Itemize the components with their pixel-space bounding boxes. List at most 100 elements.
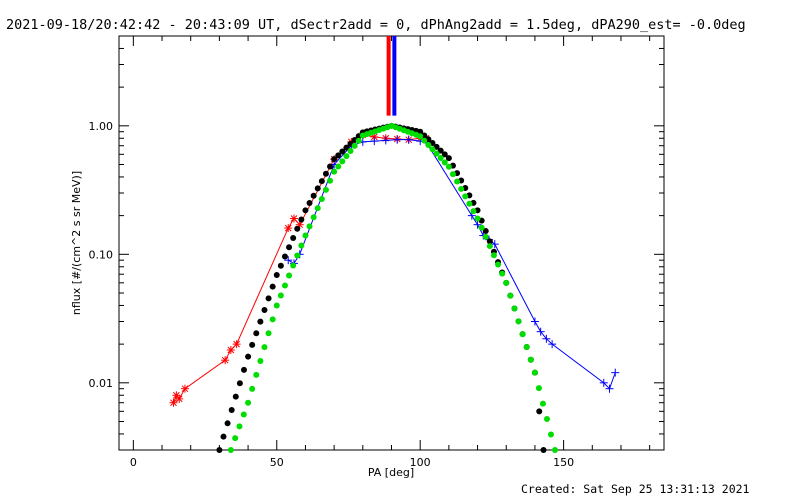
red-data-point: [284, 224, 293, 233]
black-curve-point: [228, 406, 235, 413]
red-data-point: [226, 346, 235, 355]
green-curve-point: [327, 177, 334, 184]
green-curve-point: [499, 270, 506, 277]
green-curve-point: [236, 423, 243, 430]
green-curve-point: [495, 261, 502, 268]
x-tick-label: 150: [553, 456, 574, 469]
black-curve-point: [265, 295, 272, 302]
green-curve-point: [318, 196, 325, 203]
black-curve-point: [269, 283, 276, 290]
black-curve-point: [331, 156, 338, 163]
green-curve-point: [290, 262, 297, 269]
y-tick-label: 0.01: [89, 377, 114, 390]
blue-data-point: [548, 340, 557, 349]
green-curve-point: [269, 316, 276, 323]
black-curve-point: [310, 192, 317, 199]
green-curve-point: [339, 158, 346, 165]
red-data-point: [232, 340, 241, 349]
green-curve-point: [429, 146, 436, 153]
green-curve-point: [503, 279, 510, 286]
green-curve-point: [482, 233, 489, 240]
black-curve-point: [216, 447, 223, 453]
marker-stroke: [370, 133, 378, 141]
green-curve-point: [314, 205, 321, 212]
green-curve-point: [523, 343, 530, 350]
green-curve-point: [511, 305, 518, 312]
green-curve-point: [441, 159, 448, 166]
marker-stroke: [284, 224, 292, 232]
data-layer: [169, 36, 620, 453]
black-curve-point: [302, 207, 309, 214]
green-curve-point: [302, 232, 309, 239]
marker-stroke: [290, 215, 298, 222]
red-data-point: [180, 384, 189, 393]
green-curve-point: [515, 318, 522, 325]
black-curve-point: [236, 380, 243, 387]
green-curve-point: [249, 385, 256, 392]
black-curve-point: [281, 253, 288, 260]
black-curve-point: [240, 366, 247, 373]
red-data-point: [169, 398, 178, 407]
created-timestamp: Created: Sat Sep 25 13:31:13 2021: [521, 482, 750, 496]
x-axis-label: PA [deg]: [368, 466, 414, 479]
black-curve-point: [277, 262, 284, 269]
blue-data-point: [381, 136, 390, 145]
green-curve-point: [227, 447, 234, 453]
green-curve-point: [449, 171, 456, 178]
x-tick-label: 0: [130, 456, 137, 469]
green-curve-point: [331, 168, 338, 175]
green-curve-point: [298, 242, 305, 249]
black-curve-point: [298, 216, 305, 223]
green-curve-point: [539, 400, 546, 407]
blue-data-point: [605, 384, 614, 393]
green-curve-point: [343, 153, 350, 160]
x-tick-label: 50: [270, 456, 284, 469]
black-curve-point: [294, 225, 301, 232]
green-curve-point: [547, 431, 554, 438]
axes: 0 50 100 150 0.01 0.10 1.00: [89, 35, 664, 469]
green-curve-point: [552, 447, 558, 453]
green-curve-point: [265, 330, 272, 337]
black-curve-point: [445, 155, 452, 162]
green-curve-point: [253, 371, 260, 378]
black-curve-point: [482, 228, 489, 235]
black-curve-point: [327, 163, 334, 170]
green-curve-point: [281, 282, 288, 289]
green-curve-point: [286, 272, 293, 279]
y-tick-label: 0.10: [89, 248, 114, 261]
black-curve-point: [286, 244, 293, 251]
blue-data-point: [404, 135, 413, 144]
plot-frame: [118, 35, 665, 451]
green-curve-point: [277, 292, 284, 299]
marker-stroke: [170, 399, 177, 407]
red-data-point: [221, 356, 230, 365]
green-curve-point: [458, 185, 465, 192]
black-curve-point: [224, 420, 231, 427]
blue-data-point: [284, 256, 293, 265]
y-tick-label: 1.00: [89, 120, 114, 133]
green-curve-point: [454, 178, 461, 185]
green-curve-point: [486, 243, 493, 250]
green-curve-point: [335, 163, 342, 170]
green-curve-point: [474, 215, 481, 222]
blue-data-point: [370, 137, 379, 146]
marker-stroke: [181, 385, 189, 393]
green-curve-point: [306, 223, 313, 230]
green-curve-point: [462, 193, 469, 200]
green-curve-point: [543, 416, 550, 423]
green-curve-point: [273, 302, 280, 309]
black-curve-point: [249, 341, 256, 348]
black-curve-point: [306, 200, 313, 207]
green-curve-point: [519, 331, 526, 338]
black-curve-point: [339, 148, 346, 155]
black-curve-point: [486, 238, 493, 245]
green-curve-point: [232, 435, 239, 442]
marker-stroke: [175, 395, 183, 403]
green-curve-point: [535, 385, 542, 392]
green-curve-point: [257, 358, 264, 365]
black-curve-point: [245, 353, 252, 360]
black-curve-point: [417, 128, 424, 135]
blue-data-point: [542, 334, 551, 343]
red-data-point: [175, 394, 184, 403]
